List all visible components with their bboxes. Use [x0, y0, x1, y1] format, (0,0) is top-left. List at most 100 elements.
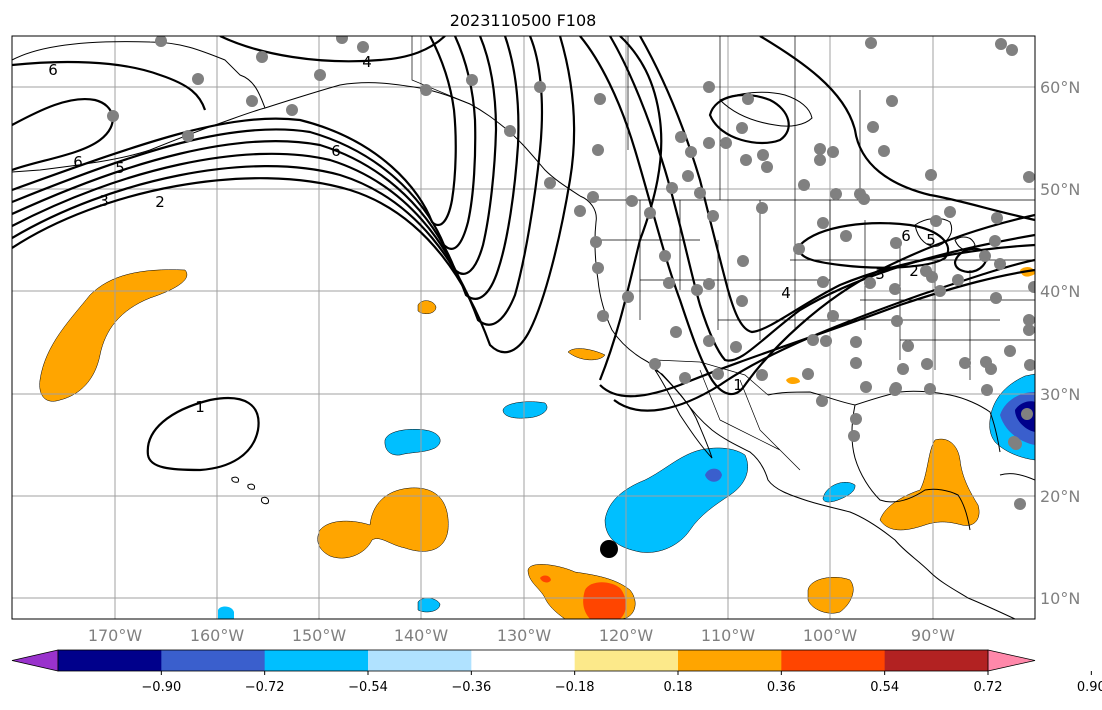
station-dot — [682, 170, 694, 182]
map-body: 6 4 6 5 3 2 6 1 6 5 3 2 4 1 — [12, 36, 1035, 619]
station-dot — [864, 277, 876, 289]
strong-positive-anomaly-south — [583, 582, 626, 619]
positive-anomaly-west-pacific — [39, 269, 187, 402]
station-dot — [666, 182, 678, 194]
station-dot — [737, 255, 749, 267]
latitude-labels: 60°N 50°N 40°N 30°N 20°N 10°N — [1040, 78, 1080, 608]
contour-east-low-5 — [798, 222, 950, 269]
station-dot — [850, 357, 862, 369]
station-dot — [994, 258, 1006, 270]
colorbar: −0.90 −0.72 −0.54 −0.36 −0.18 0.18 0.36 0.54 0.7… — [11, 649, 1102, 695]
station-dot — [990, 292, 1002, 304]
map-frame — [11, 35, 1036, 620]
station-dot — [742, 93, 754, 105]
contour-inner-5 — [12, 36, 457, 227]
positive-anomaly-small — [417, 300, 437, 315]
station-dot — [979, 250, 991, 262]
station-dot — [756, 369, 768, 381]
cuba-coast — [999, 473, 1035, 481]
contour-label: 2 — [909, 262, 919, 280]
lat-label: 20°N — [1040, 487, 1080, 506]
station-dot — [691, 284, 703, 296]
positive-anomaly-east-pacific — [807, 577, 854, 614]
station-dot — [544, 177, 556, 189]
station-dot — [878, 145, 890, 157]
station-dot — [848, 430, 860, 442]
station-dot — [679, 372, 691, 384]
station-dot — [574, 205, 586, 217]
station-dot — [757, 149, 769, 161]
contour-label: 1 — [733, 376, 743, 394]
colorbar-segment — [264, 650, 369, 671]
station-dot — [736, 122, 748, 134]
contour-label: 4 — [362, 53, 372, 71]
station-dot — [793, 243, 805, 255]
station-dot — [1028, 281, 1035, 293]
contour-label: 1 — [195, 398, 205, 416]
station-dot — [814, 154, 826, 166]
station-dot — [902, 340, 914, 352]
longitude-labels: 170°W 160°W 150°W 140°W 130°W 120°W 110°… — [88, 626, 955, 645]
station-dot — [989, 235, 1001, 247]
station-dot — [756, 202, 768, 214]
colorbar-segment — [574, 650, 679, 671]
station-dot — [155, 36, 167, 47]
station-dot — [981, 384, 993, 396]
station-dot — [534, 81, 546, 93]
contour-label: 6 — [73, 153, 83, 171]
station-dot — [850, 413, 862, 425]
contour-inner-4 — [12, 36, 477, 250]
contour-trough-1 — [598, 36, 663, 381]
lon-label: 130°W — [497, 626, 552, 645]
station-dot — [182, 130, 194, 142]
contour-top-4 — [219, 36, 446, 63]
colorbar-tick-label: 0.54 — [870, 680, 899, 695]
negative-anomaly-mexico-core — [705, 468, 722, 482]
negative-anomaly-pacific-a — [384, 429, 441, 456]
positive-anomaly-hawaii — [317, 487, 449, 559]
station-dot — [597, 310, 609, 322]
positive-anomaly-baja-offshore — [567, 348, 606, 361]
station-dot — [357, 41, 369, 53]
map-title: 2023110500 F108 — [450, 11, 597, 30]
station-dot — [694, 187, 706, 199]
station-dot — [685, 146, 697, 158]
colorbar-tick-label: 0.18 — [664, 680, 693, 695]
station-dot — [504, 125, 516, 137]
station-dot — [675, 131, 687, 143]
station-dot — [959, 357, 971, 369]
colorbar-segment — [678, 650, 782, 671]
station-dot — [336, 36, 348, 44]
station-dot — [649, 358, 661, 370]
station-dot — [740, 154, 752, 166]
contour-label: 2 — [155, 193, 165, 211]
station-dot — [798, 179, 810, 191]
lon-label: 100°W — [803, 626, 858, 645]
station-dot — [897, 363, 909, 375]
mexico-states — [699, 369, 801, 471]
station-dot — [730, 341, 742, 353]
station-dot — [886, 95, 898, 107]
station-dot — [592, 262, 604, 274]
station-dot — [663, 277, 675, 289]
hawaii-islands — [231, 476, 269, 505]
contour-outer — [12, 36, 576, 354]
contour-top-6 — [12, 60, 207, 111]
colorbar-tick-label: 0.72 — [974, 680, 1003, 695]
lon-label: 150°W — [292, 626, 347, 645]
colorbar-tick-label: 0.90 — [1077, 680, 1102, 695]
station-dot — [703, 335, 715, 347]
positive-anomaly-gulf — [786, 377, 800, 385]
station-dot — [590, 236, 602, 248]
station-dot — [314, 69, 326, 81]
station-dot — [858, 193, 870, 205]
colorbar-frame — [57, 649, 989, 672]
station-markers — [107, 36, 1035, 510]
lat-label: 30°N — [1040, 385, 1080, 404]
station-dot — [703, 81, 715, 93]
station-dot — [594, 93, 606, 105]
storm-marker — [600, 540, 618, 558]
station-dot — [934, 285, 946, 297]
station-dot — [827, 146, 839, 158]
station-dot — [1014, 498, 1026, 510]
